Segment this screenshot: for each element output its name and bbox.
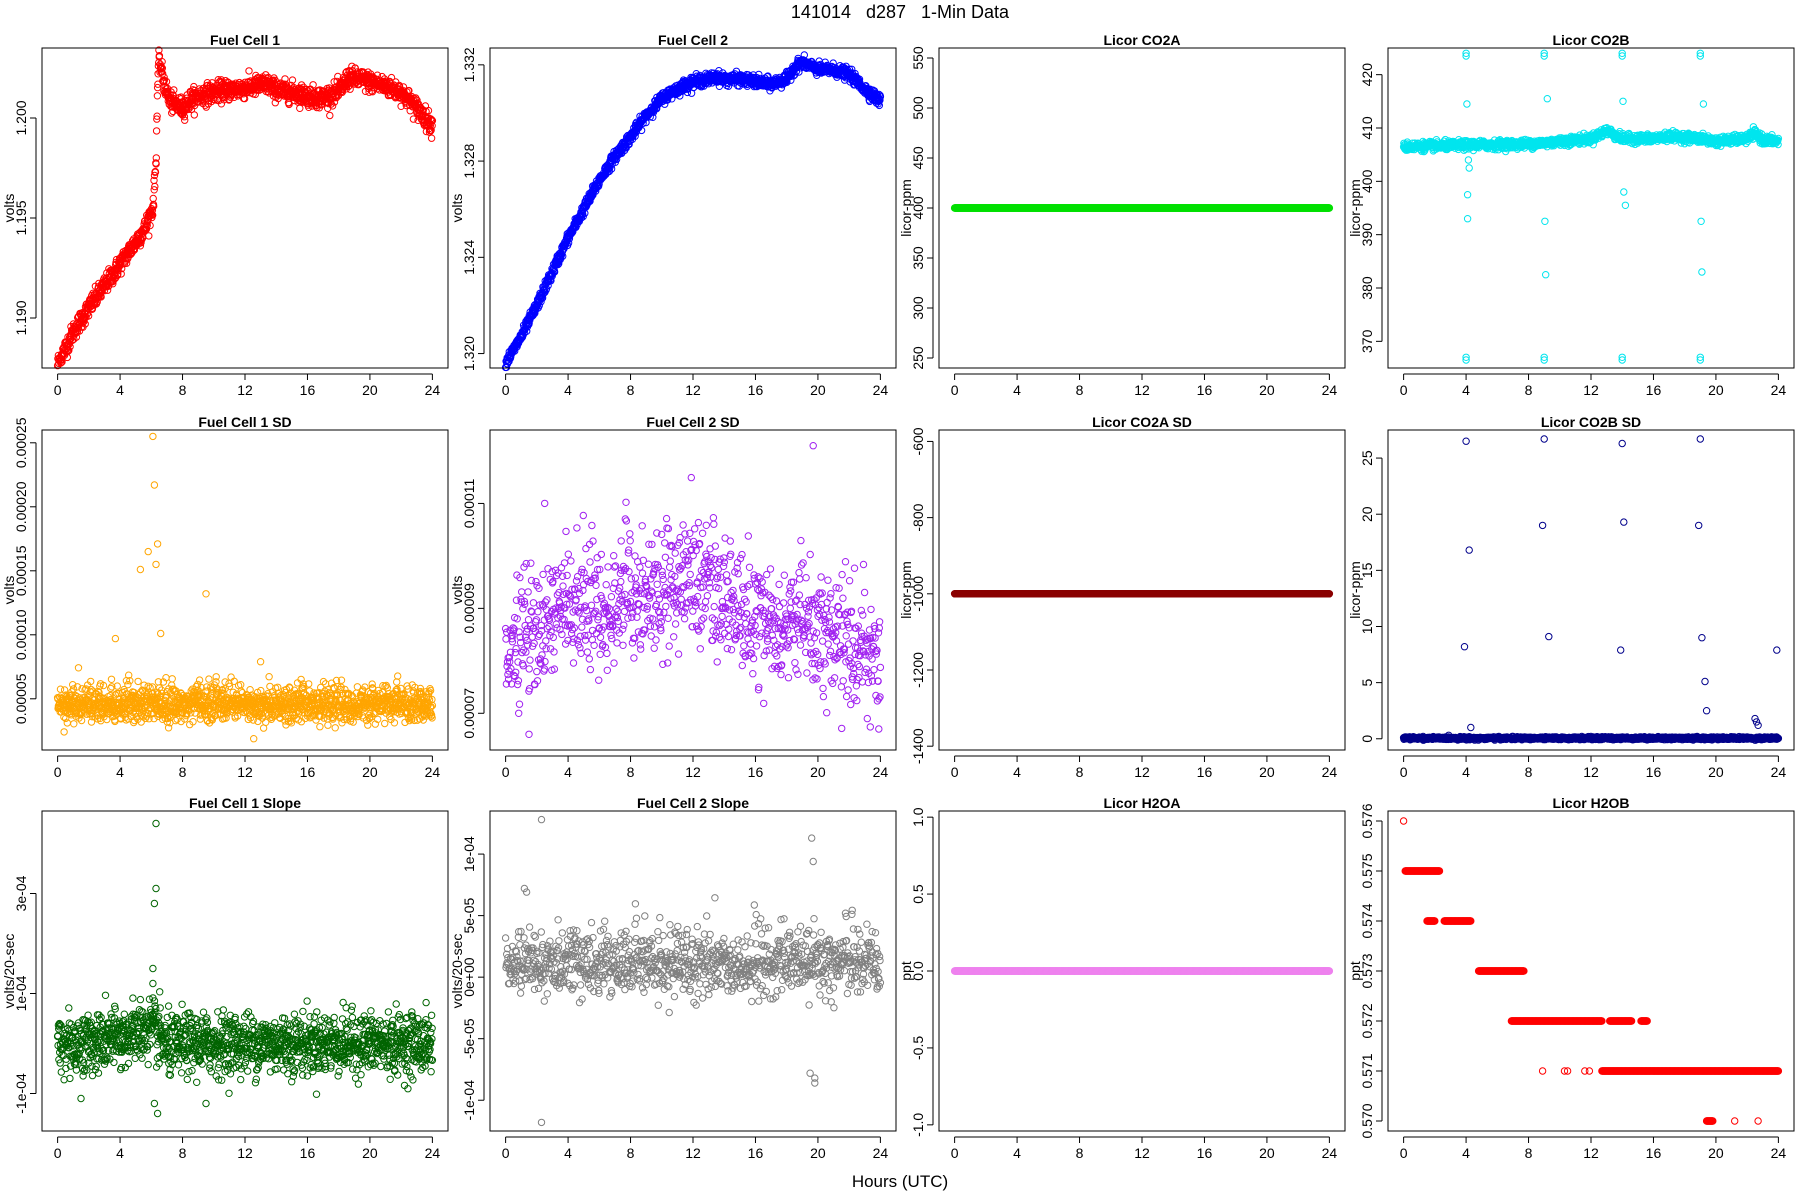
chart-title: Licor CO2A <box>1103 32 1180 48</box>
data-point <box>114 270 122 278</box>
y-tick-label: 1.324 <box>461 240 477 275</box>
chart-panel-2: Fuel Cell 2 volts 0 4 8 12 16 20 24 1.320 1.324 1.3… <box>449 32 897 398</box>
data-point <box>190 111 199 119</box>
x-tick-label: 20 <box>1259 382 1275 398</box>
y-tick-label: 400 <box>910 196 926 220</box>
data-point <box>72 333 81 341</box>
data-point <box>151 168 160 176</box>
data-point <box>147 210 156 219</box>
data-point <box>66 342 74 351</box>
data-points <box>53 46 437 370</box>
y-tick-label: 1.320 <box>461 336 477 371</box>
data-point <box>326 111 334 120</box>
x-tick-label: 20 <box>810 382 826 398</box>
y-tick-label: 250 <box>910 346 926 370</box>
y-tick-label: 1.195 <box>13 200 29 235</box>
data-points <box>501 51 885 372</box>
y-tick-label: 1.200 <box>13 100 29 135</box>
x-tick-label: 0 <box>951 382 959 398</box>
data-points <box>1399 49 1783 364</box>
data-point <box>83 310 91 318</box>
x-tick-label: 20 <box>362 382 378 398</box>
data-point <box>137 239 145 247</box>
y-tick-label: 450 <box>910 146 926 170</box>
data-point <box>57 358 65 367</box>
x-tick-label: 16 <box>748 382 764 398</box>
x-tick-label: 4 <box>564 382 572 398</box>
data-point <box>158 70 167 78</box>
data-point <box>142 225 151 233</box>
data-point <box>145 232 153 240</box>
data-point <box>170 86 178 94</box>
x-tick-label: 12 <box>237 382 253 398</box>
x-tick-label: 8 <box>1076 382 1084 398</box>
x-axis: 0 4 8 12 16 20 24 <box>502 373 889 398</box>
data-point <box>149 211 157 219</box>
chart-title: Fuel Cell 1 <box>210 32 280 48</box>
x-tick-label: 8 <box>627 382 635 398</box>
page-title: 141014 d287 1-Min Data <box>790 2 1010 22</box>
data-point <box>152 154 161 162</box>
x-tick-label: 12 <box>1134 382 1150 398</box>
data-point <box>84 312 93 320</box>
x-tick-label: 24 <box>1322 382 1338 398</box>
data-point <box>153 115 161 123</box>
data-point <box>245 67 253 75</box>
y-axis-label: volts <box>449 194 465 223</box>
y-tick-label: 1.332 <box>461 47 477 82</box>
x-tick-label: 0 <box>502 382 510 398</box>
y-axis: 1.190 1.195 1.200 <box>13 100 37 336</box>
x-tick-label: 4 <box>116 382 124 398</box>
y-axis-label: volts <box>1 194 17 223</box>
y-tick-label: 300 <box>910 296 926 320</box>
x-tick-label: 8 <box>179 382 187 398</box>
data-point <box>157 62 165 71</box>
chart-title: Fuel Cell 2 <box>658 32 728 48</box>
data-point <box>155 52 164 60</box>
data-points <box>950 204 1334 212</box>
x-tick-label: 0 <box>54 382 62 398</box>
data-point <box>152 127 161 135</box>
y-axis: 250 300 350 400 450 500 550 <box>910 46 934 370</box>
y-tick-label: 550 <box>910 46 926 70</box>
x-tick-label: 24 <box>425 382 441 398</box>
x-axis: 0 4 8 12 16 20 24 <box>951 373 1338 398</box>
data-point <box>149 194 157 203</box>
data-point <box>150 202 158 210</box>
data-point <box>427 134 436 142</box>
data-point <box>103 286 112 294</box>
y-tick-label: 1.190 <box>13 300 29 335</box>
x-tick-label: 16 <box>300 382 316 398</box>
x-tick-label: 24 <box>873 382 889 398</box>
data-point <box>146 221 154 230</box>
x-axis: 0 4 8 12 16 20 24 <box>54 373 441 398</box>
data-point <box>153 92 162 100</box>
y-tick-label: 350 <box>910 246 926 270</box>
x-tick-label: 12 <box>685 382 701 398</box>
data-point <box>296 104 304 113</box>
x-tick-label: 16 <box>1197 382 1213 398</box>
data-point <box>151 182 159 191</box>
data-point <box>150 186 158 194</box>
data-point <box>150 171 159 180</box>
data-point <box>160 73 168 81</box>
chart-panel-1: Fuel Cell 1 volts 0 4 8 12 16 20 24 1.190 1.195 1.2… <box>1 32 449 398</box>
data-point <box>158 64 167 72</box>
data-point <box>153 83 162 92</box>
x-tick-label: 4 <box>1013 382 1021 398</box>
data-point <box>117 270 125 278</box>
chart-title: Licor CO2B <box>1552 32 1629 48</box>
data-point <box>162 77 171 86</box>
y-tick-label: 1.328 <box>461 143 477 178</box>
data-point <box>153 112 161 120</box>
y-tick-label: 500 <box>910 96 926 120</box>
